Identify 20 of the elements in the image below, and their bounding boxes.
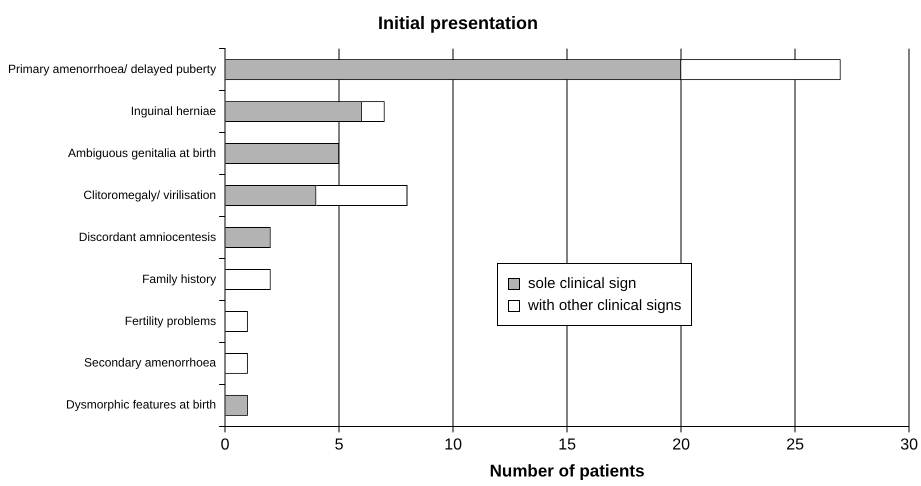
y-tick-label: Fertility problems bbox=[124, 314, 216, 328]
x-tick-label: 10 bbox=[444, 436, 462, 454]
x-tick-label: 15 bbox=[558, 436, 576, 454]
y-tick-label: Dysmorphic features at birth bbox=[66, 398, 216, 412]
y-tick-label: Clitoromegaly/ virilisation bbox=[83, 188, 216, 202]
x-tick-label: 30 bbox=[900, 436, 918, 454]
y-tick-label: Discordant amniocentesis bbox=[78, 230, 216, 244]
x-tick-label: 5 bbox=[334, 436, 344, 454]
y-tick-label: Family history bbox=[142, 272, 216, 286]
x-tick-label: 20 bbox=[672, 436, 690, 454]
text: with other clinical signs bbox=[527, 297, 682, 314]
chart-title: Initial presentation bbox=[378, 12, 538, 33]
legend-label: sole clinical sign bbox=[527, 275, 638, 292]
y-tick-label: Ambiguous genitalia at birth bbox=[68, 146, 216, 160]
y-tick-label: Inguinal herniae bbox=[130, 104, 216, 118]
y-tick-label: Secondary amenorrhoea bbox=[84, 356, 216, 370]
x-axis-title: Number of patients bbox=[490, 461, 645, 480]
x-tick-label: 0 bbox=[220, 436, 230, 454]
x-tick-label: 25 bbox=[786, 436, 804, 454]
y-tick-label: Primary amenorrhoea/ delayed puberty bbox=[8, 62, 216, 76]
